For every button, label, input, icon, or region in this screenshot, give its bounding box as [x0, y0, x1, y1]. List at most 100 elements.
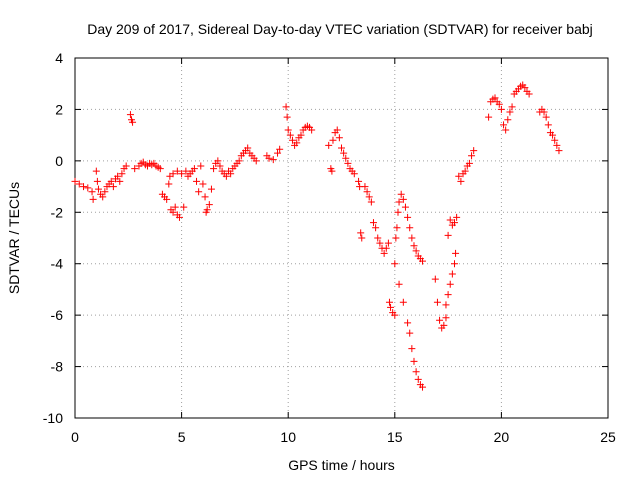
data-point: [452, 249, 460, 257]
data-point: [394, 208, 402, 216]
data-point: [369, 219, 377, 227]
data-point: [412, 247, 420, 255]
x-tick-label: 0: [71, 429, 79, 445]
data-point: [419, 383, 427, 391]
data-point: [408, 345, 416, 353]
data-point: [395, 198, 403, 206]
data-point: [468, 152, 476, 160]
data-point: [391, 260, 399, 268]
data-point: [367, 198, 375, 206]
data-point: [521, 84, 529, 92]
data-point: [385, 298, 393, 306]
data-point: [392, 234, 400, 242]
data-point: [114, 172, 122, 180]
data-point: [465, 159, 473, 167]
data-point: [180, 203, 188, 211]
data-point: [450, 260, 458, 268]
data-point: [222, 172, 230, 180]
data-point: [401, 203, 409, 211]
data-point: [525, 90, 533, 98]
data-point: [446, 280, 454, 288]
data-point: [408, 234, 416, 242]
data-point: [397, 190, 405, 198]
data-point: [444, 231, 452, 239]
data-point: [540, 108, 548, 116]
y-tick-label: -8: [51, 359, 64, 375]
data-point: [109, 183, 117, 191]
data-point: [276, 145, 284, 153]
data-point: [328, 167, 336, 175]
data-point: [197, 162, 205, 170]
data-point: [470, 147, 478, 155]
data-point: [374, 234, 382, 242]
data-point: [350, 170, 358, 178]
data-point: [235, 157, 243, 165]
data-point: [342, 154, 350, 162]
data-point: [419, 257, 427, 265]
data-point: [93, 177, 101, 185]
data-point: [129, 118, 137, 126]
data-point: [384, 239, 392, 247]
y-axis-label: SDTVAR / TECUs: [6, 182, 22, 294]
x-tick-label: 15: [387, 429, 403, 445]
data-point: [205, 201, 213, 209]
data-point: [444, 291, 452, 299]
y-tick-label: -6: [51, 307, 64, 323]
data-point: [361, 183, 369, 191]
data-point: [495, 100, 503, 108]
data-point: [195, 188, 203, 196]
data-point: [491, 94, 499, 102]
data-point: [551, 136, 559, 144]
data-point: [391, 311, 399, 319]
data-point: [190, 165, 198, 173]
data-point: [244, 144, 252, 152]
grid-lines: [75, 58, 608, 418]
data-point: [163, 195, 171, 203]
data-point: [406, 224, 414, 232]
data-point: [210, 165, 218, 173]
data-point: [436, 316, 444, 324]
data-point: [358, 234, 366, 242]
data-point: [293, 139, 301, 147]
data-point: [450, 219, 458, 227]
x-axis-ticks: 0 5 10 15 20 25: [71, 58, 616, 445]
data-point: [207, 185, 215, 193]
data-point: [404, 319, 412, 327]
data-point: [357, 229, 365, 237]
data-point: [182, 167, 190, 175]
data-point: [410, 357, 418, 365]
data-point: [461, 167, 469, 175]
data-point: [549, 131, 557, 139]
data-point: [84, 184, 92, 192]
data-point: [382, 244, 390, 252]
data-point: [308, 126, 316, 134]
data-point: [156, 165, 164, 173]
data-point: [485, 113, 493, 121]
data-point: [201, 193, 209, 201]
data-point: [506, 108, 514, 116]
data-point: [101, 188, 109, 196]
data-point: [118, 170, 126, 178]
data-point: [544, 121, 552, 129]
x-tick-label: 10: [280, 429, 296, 445]
data-point: [340, 149, 348, 157]
data-point: [173, 167, 181, 175]
data-point: [131, 165, 139, 173]
data-point: [395, 280, 403, 288]
data-point: [88, 188, 96, 196]
data-point: [269, 156, 277, 164]
data-point: [387, 303, 395, 311]
x-tick-label: 25: [600, 429, 616, 445]
y-tick-label: 0: [55, 153, 63, 169]
data-point: [404, 213, 412, 221]
data-point: [80, 183, 88, 191]
x-tick-label: 20: [494, 429, 510, 445]
data-point: [338, 144, 345, 152]
data-point: [282, 103, 290, 111]
data-points: [71, 81, 563, 391]
data-point: [89, 195, 97, 203]
data-point: [433, 298, 441, 306]
data-point: [99, 193, 107, 201]
data-point: [297, 131, 305, 139]
